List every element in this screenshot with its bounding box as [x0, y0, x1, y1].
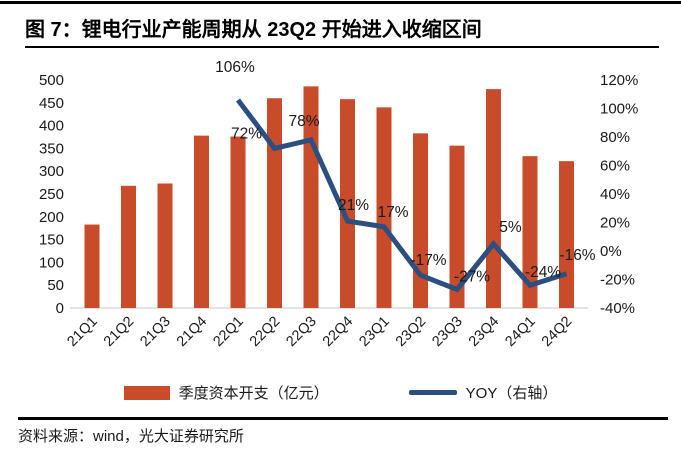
right-axis-tick: 20% [600, 215, 630, 232]
footer-divider [18, 417, 668, 420]
capex-bar [376, 107, 392, 308]
right-axis-tick: 100% [600, 101, 638, 118]
capacity-cycle-chart: 500450400350300250200150100500120%100%80… [39, 59, 638, 350]
bar-swatch-icon [123, 385, 170, 400]
capex-bar [230, 136, 246, 308]
yoy-data-label: 5% [499, 219, 522, 236]
yoy-data-label: -27% [454, 268, 490, 285]
legend-label-yoy: YOY（右轴） [465, 385, 558, 402]
x-axis-tick: 23Q3 [429, 314, 465, 350]
line-swatch-icon [408, 390, 457, 395]
x-axis-tick: 21Q3 [137, 314, 173, 350]
x-axis-tick: 23Q2 [393, 314, 429, 350]
capex-bar [121, 185, 136, 308]
capex-bar [84, 224, 100, 308]
source-note: 资料来源：wind，光大证券研究所 [18, 428, 244, 445]
top-divider [0, 1, 681, 4]
right-axis-tick: 40% [600, 186, 630, 203]
yoy-data-label: 17% [377, 204, 408, 221]
capex-bar [267, 98, 282, 308]
right-axis-tick: 0% [600, 243, 622, 260]
right-axis-tick: 80% [600, 129, 630, 146]
left-axis-tick: 250 [39, 186, 64, 203]
x-axis-tick: 22Q4 [320, 314, 356, 350]
yoy-data-label: 72% [231, 125, 262, 142]
x-axis-tick: 24Q1 [502, 314, 538, 350]
capex-bar [522, 156, 538, 308]
x-axis-tick: 22Q2 [247, 314, 283, 350]
x-axis-tick: 23Q4 [466, 314, 502, 350]
page-title: 图 7：锂电行业产能周期从 23Q2 开始进入收缩区间 [25, 19, 482, 41]
left-axis-tick: 300 [39, 163, 64, 180]
capex-bar [413, 133, 428, 308]
left-axis-tick: 150 [39, 232, 64, 249]
yoy-data-label: -17% [410, 252, 446, 269]
capex-bar [340, 99, 355, 308]
x-axis-tick: 21Q4 [174, 314, 210, 350]
right-axis-tick: -20% [600, 272, 635, 289]
left-axis-tick: 200 [39, 209, 64, 226]
right-axis-tick: 120% [600, 72, 638, 89]
yoy-data-label: -24% [525, 264, 561, 281]
legend-label-capex: 季度资本开支（亿元） [178, 385, 329, 402]
x-axis-tick: 21Q2 [101, 314, 137, 350]
yoy-data-label: -16% [559, 247, 595, 264]
yoy-data-label: 78% [288, 113, 319, 130]
left-axis-tick: 400 [39, 118, 64, 135]
legend-item-yoy: YOY（右轴） [408, 382, 558, 403]
left-axis-tick: 100 [39, 254, 64, 271]
left-axis-tick: 350 [39, 140, 64, 157]
capex-bar [449, 145, 465, 308]
capex-bar [559, 161, 574, 308]
left-axis-tick: 500 [39, 72, 64, 89]
title-divider [25, 46, 659, 48]
left-axis-tick: 50 [47, 277, 64, 294]
capex-bar [194, 135, 209, 308]
chart-legend: 季度资本开支（亿元） YOY（右轴） [0, 382, 681, 403]
capex-bar [486, 89, 501, 308]
legend-item-capex: 季度资本开支（亿元） [123, 382, 329, 403]
right-axis-tick: -40% [600, 300, 635, 317]
x-axis-tick: 24Q2 [539, 314, 575, 350]
x-axis-tick: 23Q1 [356, 314, 392, 350]
right-axis-tick: 60% [600, 158, 630, 175]
yoy-line [236, 98, 568, 293]
x-axis-tick: 21Q1 [64, 314, 100, 350]
x-axis-tick: 22Q1 [210, 314, 246, 350]
yoy-data-label: 106% [215, 59, 255, 76]
capex-bar [157, 183, 173, 308]
left-axis-tick: 0 [56, 300, 64, 317]
left-axis-tick: 450 [39, 95, 64, 112]
yoy-data-label: 21% [338, 197, 369, 214]
x-axis-tick: 22Q3 [283, 314, 319, 350]
